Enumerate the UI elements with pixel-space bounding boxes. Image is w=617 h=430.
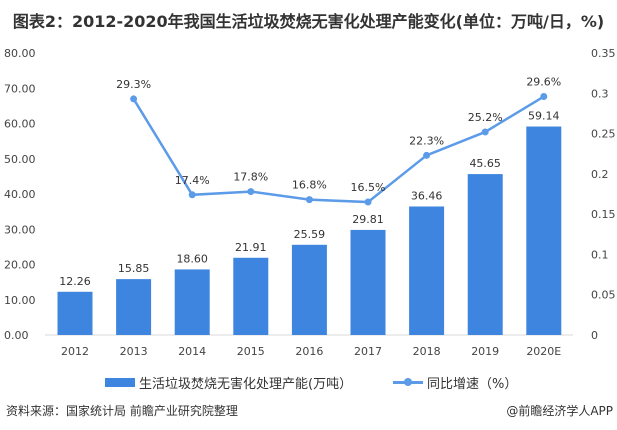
- x-tick-label: 2020E: [526, 345, 561, 358]
- bar-data-label: 25.59: [294, 228, 326, 241]
- line-data-label: 16.5%: [351, 181, 386, 194]
- line-data-label: 17.4%: [175, 174, 210, 187]
- bar: [350, 229, 386, 335]
- legend-line-label: 同比增速（%）: [427, 377, 518, 392]
- x-tick-label: 2018: [413, 345, 441, 358]
- bar-data-label: 18.60: [176, 252, 208, 265]
- y-left-tick-label: 70.00: [4, 82, 36, 95]
- x-tick-label: 2016: [295, 345, 323, 358]
- bar: [116, 279, 152, 335]
- bar: [409, 206, 445, 335]
- line-point: [540, 93, 548, 101]
- chart-title: 图表2：2012-2020年我国生活垃圾焚烧无害化处理产能变化(单位：万吨/日，…: [12, 12, 605, 31]
- y-left-tick-label: 50.00: [4, 153, 36, 166]
- credit-note: @前瞻经济学人APP: [506, 404, 613, 418]
- y-left-tick-label: 30.00: [4, 223, 36, 236]
- bar: [233, 257, 269, 335]
- x-tick-label: 2015: [237, 345, 265, 358]
- y-right-tick-label: 0.05: [591, 289, 616, 302]
- bar: [467, 174, 503, 335]
- y-left-tick-label: 10.00: [4, 294, 36, 307]
- bar: [57, 291, 93, 335]
- line-data-label: 29.6%: [526, 76, 561, 89]
- line-point: [130, 95, 138, 103]
- legend-item-line: 同比增速（%）: [393, 373, 517, 392]
- y-right-tick-label: 0.25: [591, 128, 616, 141]
- y-right-tick-label: 0.1: [591, 248, 609, 261]
- line-point: [305, 196, 313, 204]
- line-point: [481, 128, 489, 136]
- legend-bar-label: 生活垃圾焚烧无害化处理产能(万吨）: [139, 377, 353, 392]
- bar-data-label: 36.46: [411, 189, 443, 202]
- x-tick-label: 2019: [471, 345, 499, 358]
- x-tick-label: 2017: [354, 345, 382, 358]
- y-right-tick-label: 0.2: [591, 168, 609, 181]
- legend-item-bar: 生活垃圾焚烧无害化处理产能(万吨）: [105, 373, 352, 392]
- bar: [291, 244, 327, 335]
- line-point: [423, 151, 431, 159]
- x-tick-label: 2014: [178, 345, 206, 358]
- line-data-label: 25.2%: [468, 111, 503, 124]
- line-point: [188, 191, 196, 199]
- growth-line: [132, 95, 545, 204]
- bar: [174, 269, 210, 335]
- y-right-tick-label: 0.3: [591, 87, 609, 100]
- y-left-tick-label: 20.00: [4, 259, 36, 272]
- y-right-tick-label: 0.35: [591, 47, 616, 60]
- line-data-label: 17.8%: [233, 171, 268, 184]
- legend-bar-swatch: [105, 378, 135, 387]
- line-point: [247, 188, 255, 196]
- y-left-tick-label: 40.00: [4, 188, 36, 201]
- bar-data-label: 59.14: [528, 110, 560, 123]
- x-tick-label: 2012: [61, 345, 89, 358]
- line-data-label: 22.3%: [409, 134, 444, 147]
- line-point: [364, 198, 372, 206]
- y-left-tick-label: 0.00: [4, 329, 29, 342]
- line-data-label: 29.3%: [116, 78, 151, 91]
- bar-data-label: 12.26: [59, 275, 91, 288]
- bar-data-label: 15.85: [118, 262, 150, 275]
- bar-data-label: 21.91: [235, 241, 267, 254]
- y-right-tick-label: 0.15: [591, 208, 616, 221]
- x-tick-label: 2013: [120, 345, 148, 358]
- bar: [526, 126, 562, 336]
- legend-line-swatch: [393, 378, 423, 386]
- bar-data-label: 45.65: [469, 157, 501, 170]
- source-note: 资料来源：国家统计局 前瞻产业研究院整理: [6, 404, 238, 418]
- y-right-tick-label: 0: [591, 329, 598, 342]
- y-left-tick-label: 60.00: [4, 118, 36, 131]
- y-left-tick-label: 80.00: [4, 47, 36, 60]
- bar-data-label: 29.81: [352, 213, 384, 226]
- line-data-label: 16.8%: [292, 179, 327, 192]
